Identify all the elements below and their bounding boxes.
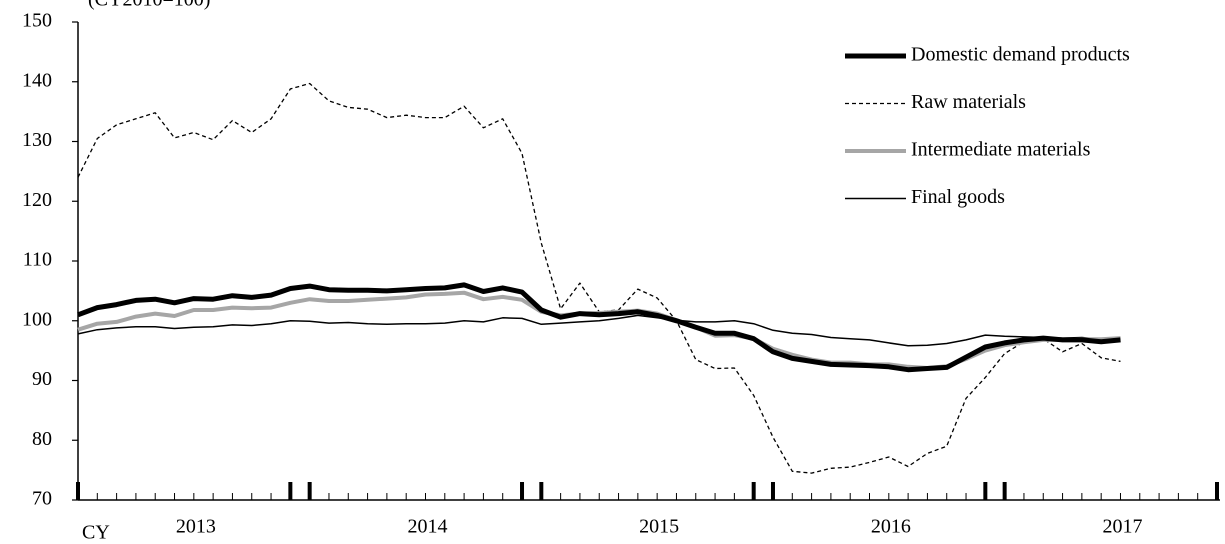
y-tick-label: 100 (22, 308, 52, 330)
legend-label: Intermediate materials (911, 139, 1091, 161)
y-tick-label: 130 (22, 129, 52, 151)
legend-label: Raw materials (911, 91, 1026, 113)
y-tick-label: 120 (22, 189, 52, 211)
x-tick-label: 2014 (407, 516, 447, 538)
x-tick-label: 2017 (1102, 516, 1142, 538)
x-tick-label: 2016 (871, 516, 911, 538)
legend-label: Domestic demand products (911, 44, 1130, 66)
y-tick-label: 80 (32, 428, 52, 450)
x-axis-label: CY (82, 522, 110, 544)
y-tick-label: 110 (23, 249, 52, 271)
y-tick-label: 90 (32, 368, 52, 390)
x-tick-label: 2013 (176, 516, 216, 538)
unit-note: (CY2010=100) (88, 0, 210, 11)
legend-label: Final goods (911, 186, 1005, 208)
series-line (77, 282, 1121, 373)
y-tick-label: 70 (32, 488, 52, 510)
y-tick-label: 150 (22, 10, 52, 32)
y-tick-label: 140 (22, 69, 52, 91)
series-line (77, 314, 1121, 347)
x-tick-label: 2015 (639, 516, 679, 538)
